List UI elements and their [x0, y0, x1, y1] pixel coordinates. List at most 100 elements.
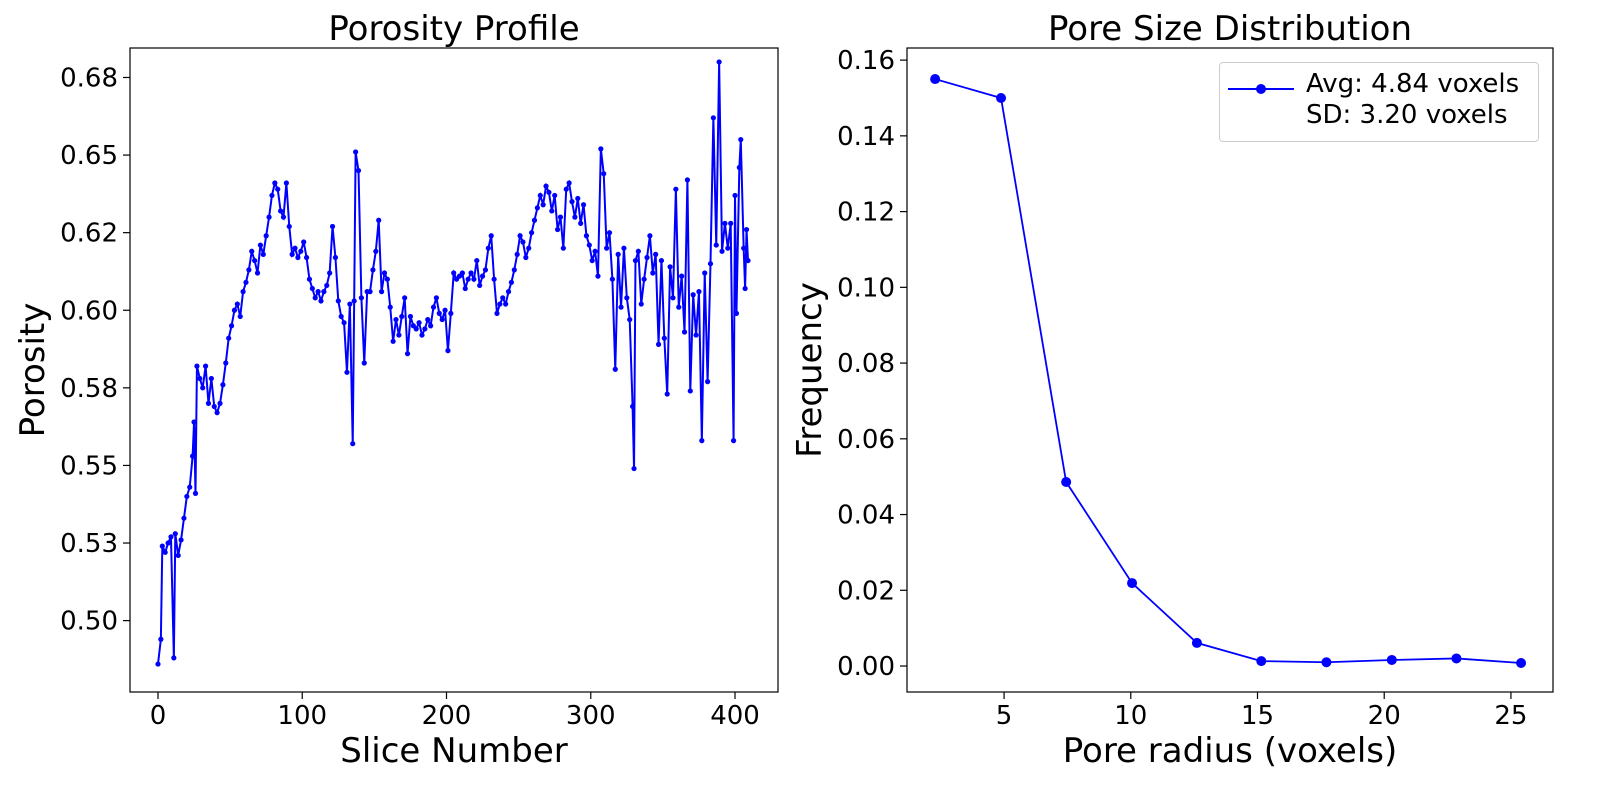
data-point: [301, 239, 307, 245]
data-point: [583, 233, 590, 239]
data-point: [629, 403, 636, 410]
data-point: [615, 251, 621, 257]
data-point: [580, 202, 587, 208]
data-point: [184, 493, 190, 500]
data-point: [638, 301, 644, 307]
data-point: [353, 149, 359, 155]
plot-frame: [129, 47, 779, 693]
data-point: [549, 208, 555, 214]
data-point: [338, 313, 344, 320]
data-point: [217, 400, 223, 406]
data-point: [416, 320, 422, 326]
data-point: [381, 270, 388, 276]
y-tick-label: 0.14: [837, 122, 895, 152]
data-point: [318, 298, 324, 304]
data-point: [158, 636, 164, 642]
data-point: [439, 316, 445, 323]
data-point: [477, 282, 483, 289]
y-tick-label: 0.58: [60, 374, 118, 404]
data-point: [552, 192, 558, 199]
data-point: [699, 438, 705, 444]
data-point: [653, 251, 659, 257]
data-point: [355, 167, 362, 174]
data-point: [347, 301, 353, 307]
data-point: [738, 136, 744, 143]
x-tick-label: 20: [1368, 701, 1401, 731]
data-point: [497, 301, 503, 307]
data-point: [679, 273, 685, 279]
data-point: [393, 316, 399, 323]
data-point: [511, 267, 517, 273]
data-point: [1127, 578, 1138, 589]
y-tick-label: 0.10: [837, 273, 895, 303]
data-point: [598, 146, 604, 152]
data-point: [358, 295, 364, 301]
data-point: [240, 289, 246, 295]
data-point: [485, 245, 491, 251]
data-point: [228, 323, 235, 329]
data-point: [601, 171, 607, 177]
data-point: [742, 285, 748, 292]
x-tick-label: 100: [277, 701, 327, 731]
data-point: [283, 180, 289, 186]
data-point: [503, 301, 509, 307]
data-point: [237, 313, 243, 320]
data-point: [722, 220, 728, 226]
data-point: [312, 295, 318, 301]
y-tick-label: 0.55: [60, 451, 118, 481]
data-point: [586, 242, 592, 248]
data-point: [569, 199, 575, 205]
chart-title: Pore Size Distribution: [1048, 9, 1412, 49]
data-point: [575, 195, 581, 202]
data-point: [670, 295, 676, 301]
data-point: [733, 310, 740, 316]
data-point: [592, 248, 598, 254]
data-point: [658, 257, 665, 264]
data-point: [335, 298, 341, 304]
data-point: [211, 403, 217, 410]
data-line: [156, 61, 749, 665]
x-axis-label: Slice Number: [340, 731, 567, 771]
data-point: [681, 329, 688, 335]
data-point: [713, 242, 719, 248]
data-point: [272, 180, 278, 186]
data-point: [231, 307, 238, 313]
y-tick-label: 0.65: [60, 141, 118, 171]
data-point: [202, 363, 209, 369]
data-point: [627, 316, 633, 323]
y-tick-label: 0.06: [837, 425, 895, 455]
data-point: [719, 248, 725, 254]
data-point: [482, 267, 489, 273]
data-point: [1386, 654, 1397, 665]
data-point: [655, 341, 662, 347]
data-point: [260, 251, 266, 257]
data-point: [684, 177, 691, 183]
y-tick-label: 0.50: [60, 607, 118, 637]
data-point: [631, 465, 637, 472]
data-point: [292, 245, 298, 251]
data-point: [554, 226, 561, 233]
data-point: [399, 313, 405, 320]
data-point: [696, 289, 702, 295]
data-point: [624, 295, 630, 301]
data-point: [505, 289, 512, 295]
legend-label: Avg: 4.84 voxels SD: 3.20 voxels: [1306, 69, 1520, 130]
data-point: [687, 388, 693, 394]
data-point: [707, 261, 714, 267]
data-point: [181, 515, 187, 521]
data-point: [459, 270, 465, 276]
data-point: [621, 245, 627, 251]
data-point: [413, 326, 419, 332]
data-point: [200, 385, 206, 391]
data-point: [1061, 476, 1072, 487]
y-tick-label: 0.00: [837, 652, 895, 682]
data-point: [257, 242, 264, 248]
data-point: [448, 310, 454, 316]
x-tick-label: 300: [566, 701, 616, 731]
data-point: [474, 257, 480, 264]
data-point: [197, 375, 203, 382]
y-tick-label: 0.12: [837, 198, 895, 228]
y-axis-label: Porosity: [13, 303, 53, 438]
data-point: [165, 540, 171, 546]
